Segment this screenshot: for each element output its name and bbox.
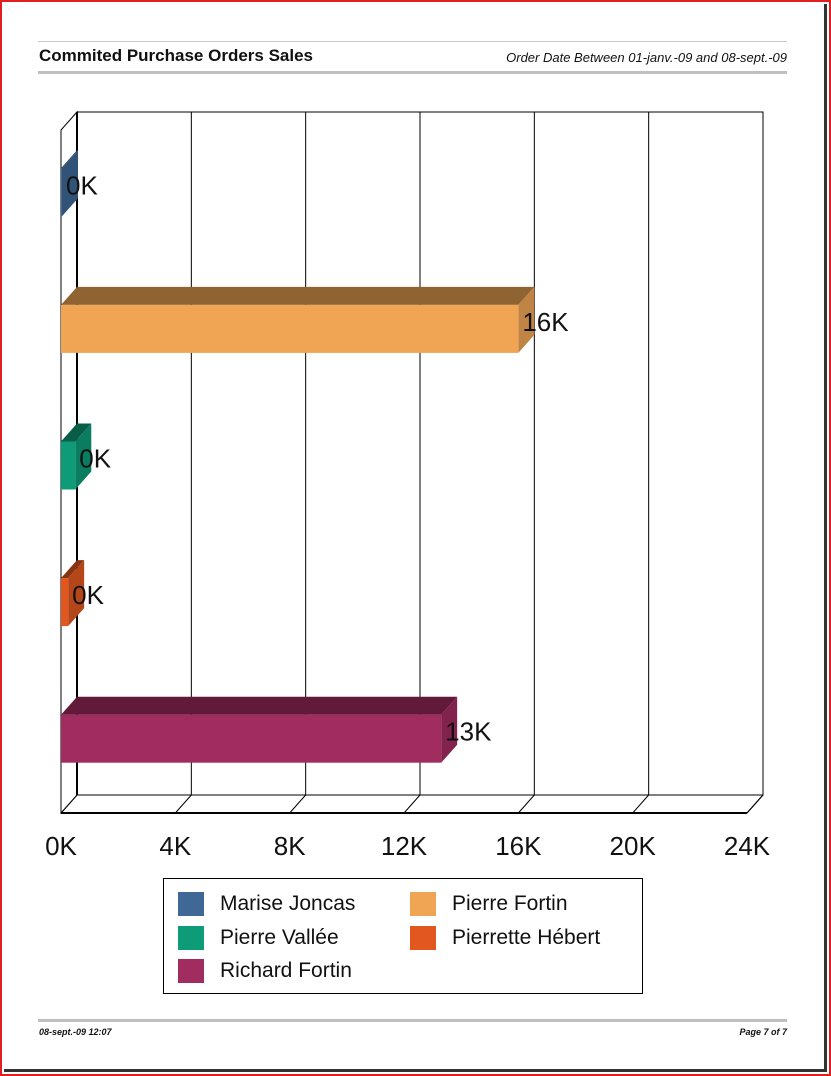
legend-label: Pierre Fortin: [452, 892, 568, 915]
legend-swatch: [178, 959, 204, 983]
x-tick-label: 8K: [274, 831, 306, 861]
footer-rule: [38, 1019, 787, 1022]
legend-label: Pierrette Hébert: [452, 926, 601, 949]
floor-gridline: [632, 794, 650, 814]
bar-chart: 0K 16K 0K 0K 13K 0K 4K 8K 12K 16K 20K 24K: [45, 110, 771, 861]
bar-value-label: 0K: [79, 444, 111, 474]
bar-top-face: [61, 560, 85, 579]
floor-gridline: [403, 794, 421, 814]
bar: [61, 304, 519, 353]
bar-top-face: [61, 150, 78, 169]
legend-swatch: [178, 926, 204, 950]
legend-item-pierre-fortin: Pierre Fortin: [410, 891, 568, 917]
report-subtitle: Order Date Between 01-janv.-09 and 08-se…: [506, 50, 787, 65]
legend-item-richard-fortin: Richard Fortin: [178, 958, 352, 984]
bar: [61, 441, 76, 490]
bar-value-label: 0K: [66, 170, 98, 200]
legend-label: Pierre Vallée: [220, 926, 339, 949]
bar-value-label: 0K: [72, 580, 104, 610]
x-tick-label: 20K: [610, 831, 657, 861]
page-shadow: [4, 4, 827, 1072]
bar-side-face: [441, 696, 458, 763]
footer-timestamp: 08-sept.-09 12:07: [39, 1027, 112, 1037]
bar: [61, 168, 62, 217]
x-tick-label: 12K: [381, 831, 428, 861]
floor-gridline: [517, 794, 535, 814]
x-tick-label: 24K: [724, 831, 771, 861]
bar: [61, 578, 69, 627]
header-rule-bottom: [38, 71, 787, 74]
x-tick-label: 0K: [45, 831, 77, 861]
bar-side-face: [68, 560, 85, 627]
x-tick-label: 16K: [495, 831, 542, 861]
header-rule-top: [38, 41, 787, 42]
chart-legend: Marise Joncas Pierre Fortin Pierre Vallé…: [163, 878, 643, 994]
legend-swatch: [410, 892, 436, 916]
legend-item-pierrette-hebert: Pierrette Hébert: [410, 925, 600, 951]
legend-label: Richard Fortin: [220, 959, 352, 982]
x-tick-label: 4K: [159, 831, 191, 861]
bar-value-label: 16K: [522, 307, 569, 337]
floor-edge: [746, 794, 764, 814]
bar-side-face: [62, 150, 78, 217]
bar-top-face: [61, 423, 92, 442]
bar-top-face: [61, 286, 535, 305]
legend-label: Marise Joncas: [220, 892, 356, 915]
legend-item-marise-joncas: Marise Joncas: [178, 891, 355, 917]
legend-item-pierre-vallee: Pierre Vallée: [178, 925, 339, 951]
bar-value-label: 13K: [445, 717, 492, 747]
report-title: Commited Purchase Orders Sales: [39, 46, 314, 65]
legend-swatch: [178, 892, 204, 916]
bar: [61, 714, 442, 763]
bar-side-face: [75, 423, 92, 490]
floor-gridline: [174, 794, 192, 814]
floor-gridline: [289, 794, 307, 814]
bar-side-face: [518, 286, 535, 353]
footer-page-number: Page 7 of 7: [739, 1027, 787, 1037]
bar-top-face: [61, 696, 458, 715]
legend-swatch: [410, 926, 436, 950]
